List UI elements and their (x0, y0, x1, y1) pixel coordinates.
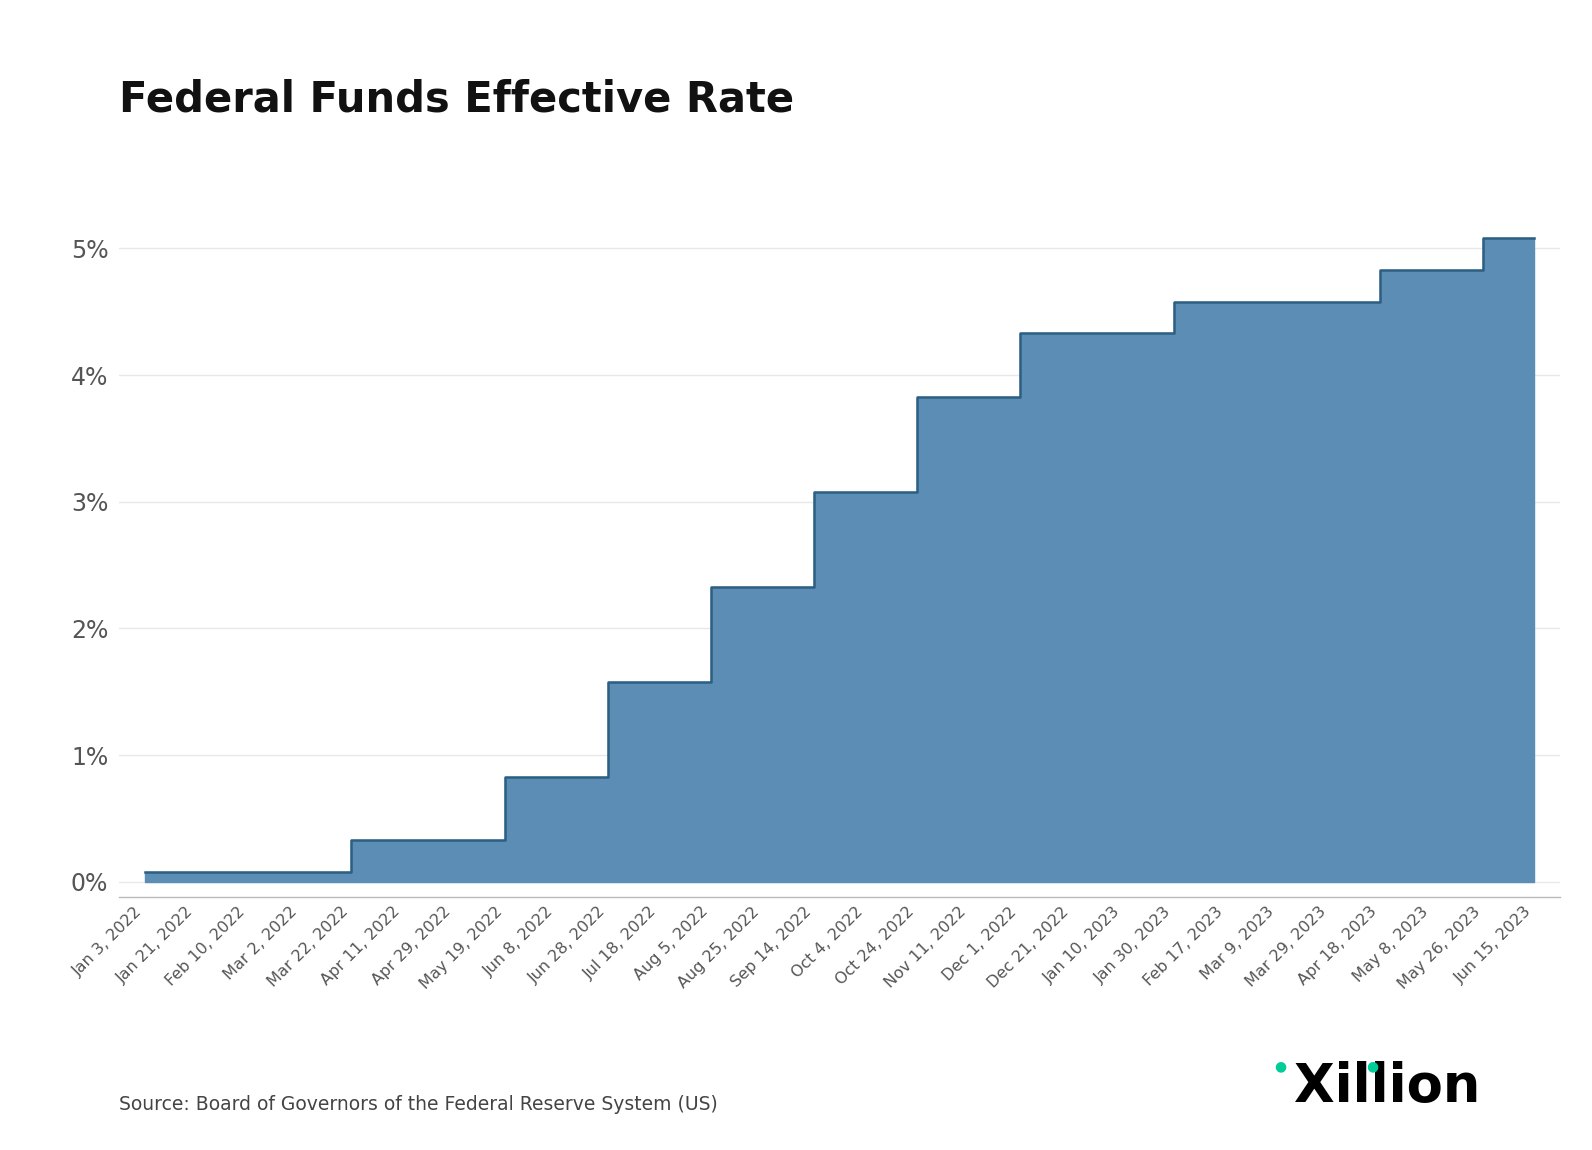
Text: Xillion: Xillion (1294, 1060, 1481, 1113)
Text: Federal Funds Effective Rate: Federal Funds Effective Rate (119, 78, 794, 121)
Text: ●: ● (1366, 1059, 1379, 1073)
Text: Source: Board of Governors of the Federal Reserve System (US): Source: Board of Governors of the Federa… (119, 1095, 718, 1113)
Text: ●: ● (1274, 1059, 1286, 1073)
